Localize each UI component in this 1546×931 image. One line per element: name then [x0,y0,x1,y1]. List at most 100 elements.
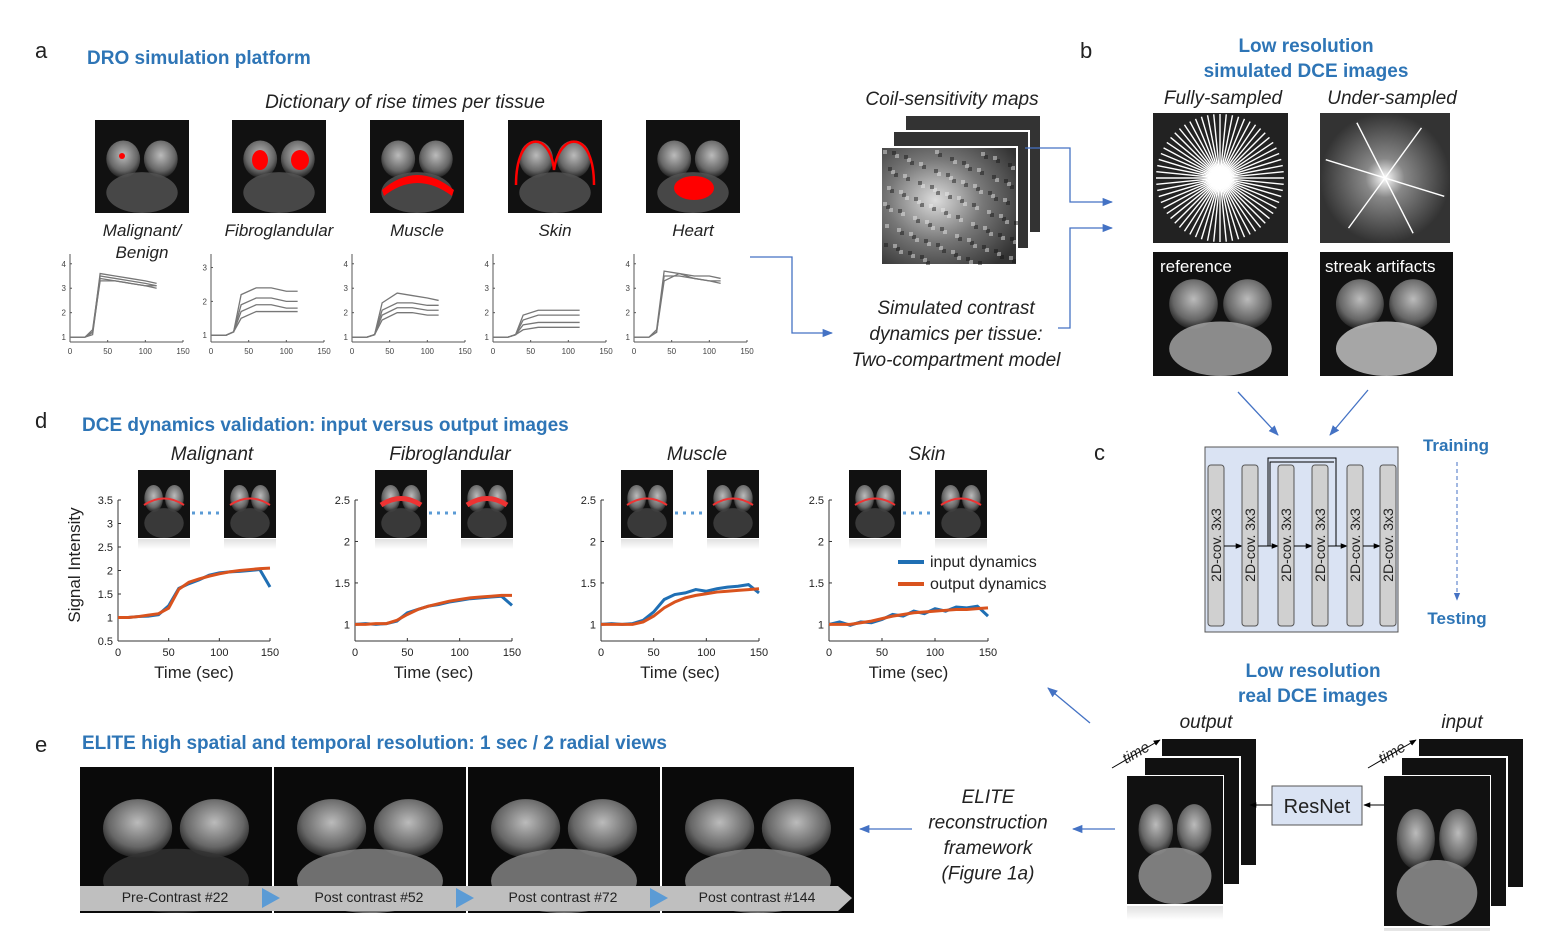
curve [211,297,298,336]
coil-texture [1007,182,1011,186]
coil-texture [884,243,888,247]
coil-texture [999,214,1003,218]
curve [70,280,157,338]
coil-texture [1011,166,1015,170]
coil-texture [930,185,934,189]
coil-texture [910,161,914,165]
coil-texture [947,214,951,218]
x-tick-label: 150 [599,347,613,356]
y-tick-label: 2 [107,566,113,578]
x-tick-label: 0 [352,647,358,659]
image-tissue [962,484,981,513]
reflection [138,539,190,549]
coil-texture [995,178,999,182]
reflection [707,539,759,549]
x-axis-label: Time (sec) [154,663,234,682]
y-tick-label: 1 [818,619,824,631]
thumbnail-mask [229,497,271,506]
panel-title: simulated DCE images [1204,61,1409,82]
panel-letter: a [35,38,48,63]
y-tick-label: 2 [344,536,350,548]
coil-texture [1004,179,1008,183]
thumbnail [707,470,759,538]
dynamics-line [355,593,512,626]
panel-letter: d [35,408,47,433]
image-tissue [251,484,270,513]
image-tissue [1396,860,1478,926]
reflection [621,539,673,549]
coil-texture [943,230,947,234]
image-tissue [761,799,831,858]
y-tick-label: 1 [590,619,596,631]
x-tick-label: 50 [667,347,676,356]
y-tick-label: 1 [344,333,349,342]
x-tick-label: 50 [526,347,535,356]
coil-texture [969,260,973,264]
curve [211,304,298,336]
coil-texture [885,224,889,228]
coil-texture [983,226,987,230]
tissue-mask [514,140,596,186]
image-tissue [1335,321,1438,376]
tissue-label: Heart [672,221,715,240]
coil-texture [886,205,890,209]
coil-texture [955,234,959,238]
coil-texture [918,181,922,185]
coil-texture [993,156,997,160]
coil-texture [1014,221,1018,225]
coil-texture [883,150,887,154]
skip-connection [1269,461,1334,546]
elite-text: reconstruction [928,813,1047,834]
image-tissue [1138,847,1212,905]
dynamics-line [118,567,272,619]
coil-texture [949,176,953,180]
coil-texture [920,203,924,207]
image-tissue [1396,809,1435,869]
reflection [1384,928,1490,931]
arrow [1237,391,1279,436]
panel-title: DCE dynamics validation: input versus ou… [82,415,569,436]
arrow [1058,223,1114,329]
x-tick-label: 150 [503,647,521,659]
tissue-mask [674,176,714,200]
coil-texture [891,170,895,174]
y-tick-label: 2 [818,536,824,548]
coil-texture [888,167,892,171]
image-tissue [106,172,178,213]
coil-texture [906,177,910,181]
image-tissue [1439,809,1478,869]
coil-texture [945,192,949,196]
coil-texture [936,243,940,247]
stack-label: input [1441,712,1483,733]
coil-texture [895,154,899,158]
y-tick-label: 2 [626,309,631,318]
image-tissue [876,484,895,513]
y-tick-label: 0.5 [98,636,113,648]
coil-texture [944,211,948,215]
coil-map [880,146,1018,266]
arrow [750,256,834,338]
x-tick-label: 50 [244,347,253,356]
coil-texture [981,152,985,156]
coil-texture [937,172,941,176]
tissue-mask [291,150,309,170]
coil-texture [896,247,900,251]
x-tick-label: 100 [450,647,468,659]
coil-texture [1001,236,1005,240]
coil-texture [976,187,980,191]
reflection [849,539,901,549]
coil-texture [961,180,965,184]
y-tick-label: 2 [62,309,67,318]
curve [634,275,721,338]
coil-texture [975,206,979,210]
x-tick-label: 50 [648,647,660,659]
coil-texture [913,216,917,220]
streak-image [1320,252,1453,376]
coil-texture [952,179,956,183]
coil-texture [998,233,1002,237]
coil-texture [991,194,995,198]
y-tick-label: 4 [626,260,631,269]
x-tick-label: 100 [139,347,153,356]
coil-texture [923,258,927,262]
x-axis-label: Time (sec) [394,663,474,682]
